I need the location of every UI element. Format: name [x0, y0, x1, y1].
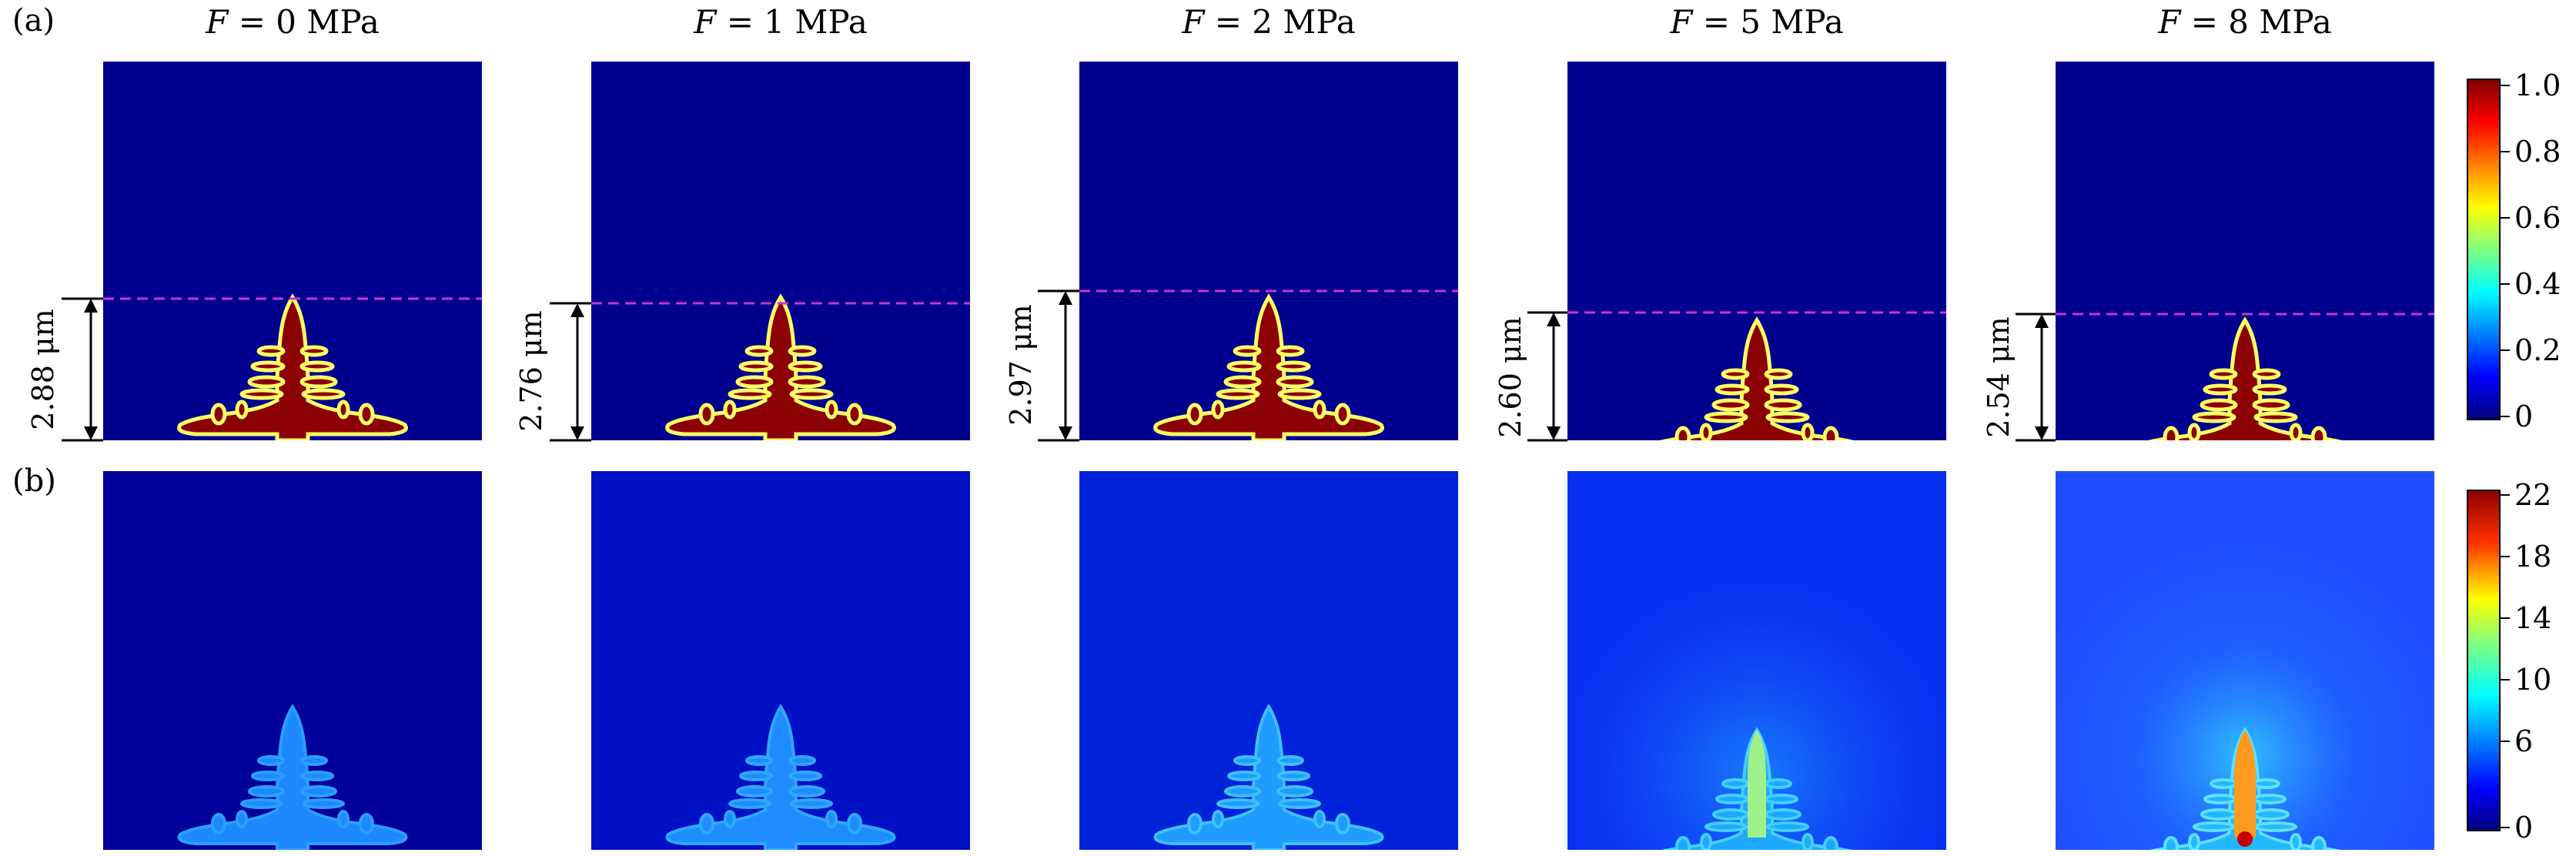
measurement-label-0: 2.88 μm [26, 309, 60, 430]
colorbar-a-label-5: 0 [2514, 400, 2534, 433]
phase-field-panel-1 [591, 62, 970, 440]
colorbar-a-label-1: 0.8 [2514, 135, 2561, 169]
colorbar-b-label-5: 0 [2514, 811, 2534, 844]
colorbar-b-tick-5 [2501, 827, 2510, 828]
measure-head-bottom-0 [84, 426, 98, 440]
colorbar-a-tick-5 [2501, 416, 2510, 417]
stress-field-panel-1 [591, 471, 970, 850]
colorbar-a-tick-1 [2501, 151, 2510, 152]
measure-head-bottom-4 [2035, 426, 2049, 440]
stress-field-panel-4 [2056, 471, 2434, 850]
row-label-b: (b) [12, 463, 56, 499]
measure-head-top-0 [84, 299, 98, 313]
measurement-label-4: 2.54 μm [1982, 316, 2016, 438]
colorbar-b [2467, 490, 2501, 831]
colorbar-b-label-3: 10 [2514, 663, 2552, 697]
measure-head-bottom-1 [570, 426, 584, 440]
column-title-1: F = 1 MPa [694, 3, 868, 41]
measurement-label-1: 2.76 μm [514, 310, 548, 432]
colorbar-a-label-4: 0.2 [2514, 333, 2561, 367]
colorbar-b-label-4: 6 [2514, 724, 2534, 758]
column-title-4: F = 8 MPa [2158, 3, 2332, 41]
stress-field-panel-2 [1079, 471, 1458, 850]
colorbar-a-label-2: 0.6 [2514, 201, 2561, 235]
colorbar-b-tick-4 [2501, 741, 2510, 742]
colorbar-b-tick-2 [2501, 617, 2510, 619]
colorbar-b-label-2: 14 [2514, 601, 2552, 635]
column-title-0: F = 0 MPa [206, 3, 380, 41]
measurement-label-3: 2.60 μm [1494, 316, 1527, 438]
colorbar-a-label-0: 1.0 [2514, 69, 2561, 102]
phase-field-panel-0 [103, 62, 482, 440]
measure-head-bottom-3 [1547, 426, 1561, 440]
stress-field-panel-3 [1567, 471, 1946, 850]
colorbar-b-tick-1 [2501, 556, 2510, 557]
measure-head-top-1 [570, 303, 584, 317]
colorbar-a-tick-4 [2501, 349, 2510, 351]
measure-head-top-4 [2035, 314, 2049, 328]
colorbar-a-tick-3 [2501, 283, 2510, 285]
row-label-a: (a) [12, 3, 55, 38]
phase-field-panel-3 [1567, 62, 1946, 440]
colorbar-a [2467, 79, 2501, 420]
colorbar-b-label-0: 22 [2514, 478, 2552, 512]
phase-field-panel-2 [1079, 62, 1458, 440]
measure-head-top-2 [1059, 291, 1072, 305]
colorbar-b-tick-3 [2501, 679, 2510, 680]
colorbar-b-label-1: 18 [2514, 540, 2552, 573]
colorbar-a-label-3: 0.4 [2514, 267, 2561, 301]
colorbar-a-tick-0 [2501, 85, 2510, 86]
measure-head-bottom-2 [1059, 426, 1072, 440]
stress-field-panel-0 [103, 471, 482, 850]
colorbar-b-tick-0 [2501, 494, 2510, 496]
phase-field-panel-4 [2056, 62, 2434, 440]
colorbar-a-tick-2 [2501, 217, 2510, 219]
column-title-2: F = 2 MPa [1182, 3, 1356, 41]
measurement-label-2: 2.97 μm [1004, 304, 1038, 426]
measure-head-top-3 [1547, 313, 1561, 326]
column-title-3: F = 5 MPa [1670, 3, 1844, 41]
